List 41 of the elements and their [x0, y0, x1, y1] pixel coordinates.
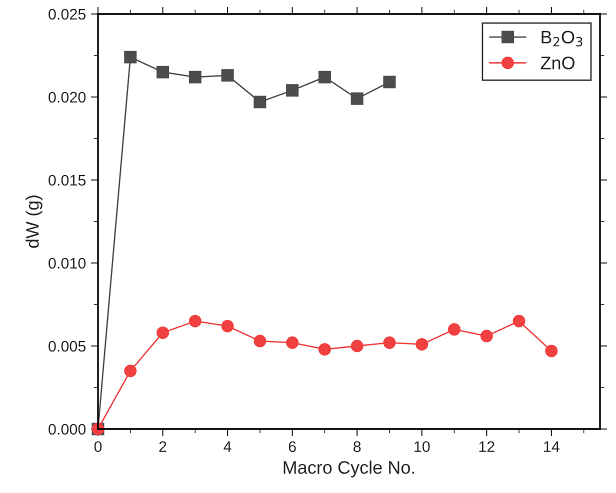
point	[383, 336, 396, 349]
point	[286, 84, 299, 97]
legend-label: ZnO	[540, 56, 574, 70]
x-tick-label: 6	[288, 441, 296, 452]
x-tick-label: 8	[354, 441, 361, 452]
point	[156, 326, 170, 339]
x-tick-label: 12	[479, 441, 494, 452]
legend-label: B$_{2}$O$_{3}$	[542, 30, 582, 46]
y-tick-label: 0.005	[48, 340, 86, 352]
point	[188, 314, 202, 328]
point	[124, 50, 137, 64]
y-tick-label: 0.015	[48, 174, 86, 186]
point	[350, 340, 364, 352]
point	[480, 330, 493, 342]
y-tick-label: 0.020	[48, 92, 86, 103]
y-tick-label: 0.010	[48, 258, 86, 269]
y-axis-title: dW (g)	[26, 196, 42, 248]
x-tick-label: 10	[414, 441, 430, 452]
point	[448, 323, 461, 336]
x-axis-title: Macro Cycle No.	[284, 460, 414, 478]
x-tick-label: 2	[159, 441, 166, 452]
point	[124, 364, 137, 378]
x-tick-label: 4	[224, 441, 232, 452]
point	[188, 70, 202, 84]
point	[512, 314, 526, 328]
y-tick-label: 0.025	[48, 8, 86, 20]
point	[286, 336, 299, 349]
x-tick-label: 0	[94, 441, 102, 452]
point	[221, 69, 234, 82]
y-tick-label: 0.000	[48, 424, 86, 435]
point	[350, 92, 364, 105]
point	[318, 343, 331, 356]
point	[156, 66, 170, 78]
point	[383, 76, 396, 88]
point	[416, 338, 428, 351]
point	[254, 96, 266, 108]
point	[221, 320, 234, 332]
point	[318, 70, 331, 84]
point	[254, 334, 266, 348]
point	[545, 344, 558, 358]
x-tick-label: 14	[544, 441, 560, 452]
